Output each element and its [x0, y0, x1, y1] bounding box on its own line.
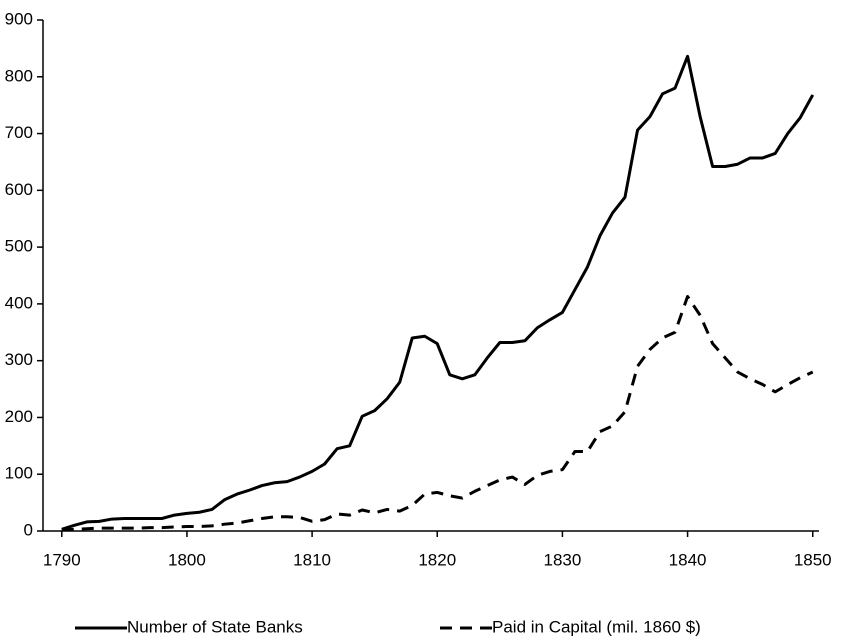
x-tick-label: 1850 — [794, 550, 832, 569]
y-tick-label: 200 — [5, 407, 33, 426]
y-tick-label: 100 — [5, 464, 33, 483]
x-tick-label: 1810 — [293, 550, 331, 569]
x-tick-label: 1790 — [43, 550, 81, 569]
legend-label: Paid in Capital (mil. 1860 $) — [492, 617, 701, 636]
y-tick-label: 800 — [5, 66, 33, 85]
y-tick-label: 600 — [5, 180, 33, 199]
data-line — [61, 54, 815, 531]
data-line — [61, 295, 814, 532]
y-tick-label: 500 — [5, 237, 33, 256]
y-tick-label: 400 — [5, 293, 33, 312]
x-tick-label: 1800 — [168, 550, 206, 569]
legend-label: Number of State Banks — [127, 617, 303, 636]
y-tick-label: 300 — [5, 350, 33, 369]
y-tick-label: 700 — [5, 123, 33, 142]
x-tick-label: 1820 — [418, 550, 456, 569]
x-tick-label: 1840 — [669, 550, 707, 569]
y-tick-label: 0 — [24, 520, 33, 539]
y-tick-label: 900 — [5, 9, 33, 28]
x-tick-label: 1830 — [544, 550, 582, 569]
